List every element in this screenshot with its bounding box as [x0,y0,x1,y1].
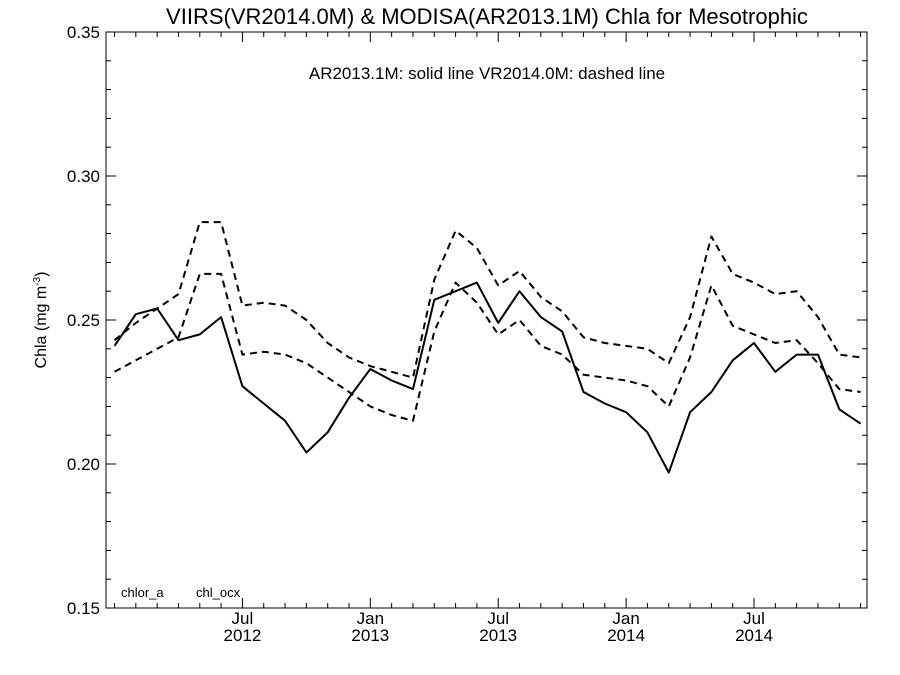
x-tick-month-label: Jan [357,609,384,628]
x-tick-month-label: Jul [743,609,765,628]
series-line-1-solid [113,281,862,474]
y-tick-label: 0.15 [67,599,100,618]
x-tick-month-label: Jan [612,609,639,628]
y-tick-labels: 0.15 0.20 0.25 0.30 0.35 [67,23,100,618]
x-tick-year-label: 2013 [351,626,389,645]
line-style-annotation: AR2013.1M: solid line VR2014.0M: dashed … [309,64,665,83]
x-tick-year-label: 2014 [735,626,773,645]
data-lines [113,221,862,474]
y-tick-label: 0.30 [67,167,100,186]
x-tick-month-label: Jul [487,609,509,628]
y-tick-label: 0.35 [67,23,100,42]
y-tick-label: 0.20 [67,455,100,474]
series-line-3-dashed [114,272,861,422]
x-tick-month-label: Jul [232,609,254,628]
chart-title: VIIRS(VR2014.0M) & MODISA(AR2013.1M) Chl… [166,4,808,29]
legend-label-chl-ocx: chl_ocx [196,585,241,600]
x-tick-year-label: 2013 [479,626,517,645]
x-tick-year-label: 2014 [607,626,645,645]
x-tick-year-label: 2012 [224,626,262,645]
plot-frame [105,31,868,609]
y-axis-label: Chla (mg m-3) [32,272,50,369]
axis-ticks [106,31,867,609]
series-line-2-dashed [113,221,861,379]
y-tick-label: 0.25 [67,311,100,330]
legend-label-chlor-a: chlor_a [121,585,164,600]
